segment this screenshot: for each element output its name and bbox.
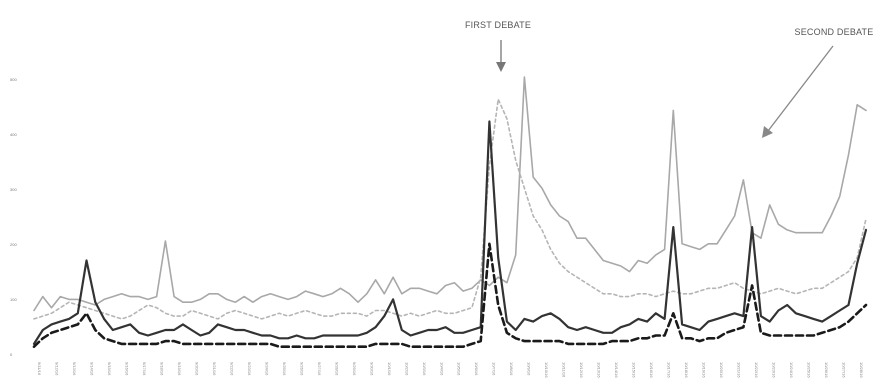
annotation-layer: FIRST DEBATE SECOND DEBATE — [465, 20, 874, 138]
x-tick-label: 9/22/16 — [229, 362, 234, 376]
x-tick-label: 10/19/16 — [702, 362, 707, 378]
x-tick-label: 9/19/16 — [177, 362, 182, 376]
x-tick-label: 10/16/16 — [649, 362, 654, 378]
second-debate-arrow-head — [762, 126, 773, 138]
x-tick-label: 9/11/16 — [37, 362, 42, 376]
x-tick-label: 9/15/16 — [107, 362, 112, 376]
x-tick-label: 10/7/16 — [492, 362, 497, 376]
x-tick-label: 10/8/16 — [509, 362, 514, 376]
second-debate-label: SECOND DEBATE — [795, 27, 874, 37]
x-tick-label: 9/25/16 — [282, 362, 287, 376]
x-tick-label: 9/30/16 — [369, 362, 374, 376]
series-layer — [32, 76, 868, 348]
x-tick-label: 10/28/16 — [859, 362, 864, 378]
x-tick-label: 10/23/16 — [772, 362, 777, 378]
x-tick-label: 10/26/16 — [824, 362, 829, 378]
y-tick-label: 300 — [10, 187, 17, 192]
second-debate-arrow-shaft — [767, 45, 834, 132]
series-line-4-dashed-dark — [32, 242, 868, 348]
series-line-3-solid-dark — [32, 120, 868, 345]
x-tick-label: 10/5/16 — [457, 362, 462, 376]
x-tick-label: 10/15/16 — [632, 362, 637, 378]
x-tick-label: 9/23/16 — [247, 362, 252, 376]
x-tick-label: 9/28/16 — [334, 362, 339, 376]
x-tick-label: 9/20/16 — [194, 362, 199, 376]
x-tick-label: 10/2/16 — [404, 362, 409, 376]
x-tick-label: 10/20/16 — [719, 362, 724, 378]
x-tick-label: 9/29/16 — [352, 362, 357, 376]
x-tick-label: 10/22/16 — [754, 362, 759, 378]
x-tick-label: 10/6/16 — [474, 362, 479, 376]
y-tick-label: 0 — [10, 352, 13, 357]
x-tick-label: 9/24/16 — [264, 362, 269, 376]
x-tick-label: 9/16/16 — [124, 362, 129, 376]
first-debate-arrow-head — [496, 62, 506, 72]
x-tick-label: 10/24/16 — [789, 362, 794, 378]
x-tick-label: 10/12/16 — [579, 362, 584, 378]
x-tick-label: 10/25/16 — [807, 362, 812, 378]
x-tick-label: 10/3/16 — [422, 362, 427, 376]
x-tick-label: 9/26/16 — [299, 362, 304, 376]
x-tick-label: 10/17/16 — [667, 362, 672, 378]
x-tick-label: 9/27/16 — [317, 362, 322, 376]
y-tick-label: 500 — [10, 77, 17, 82]
y-axis: 0 100 200 300 400 500 — [10, 77, 17, 357]
x-tick-label: 10/4/16 — [439, 362, 444, 376]
y-tick-label: 200 — [10, 242, 17, 247]
x-tick-label: 9/21/16 — [212, 362, 217, 376]
x-tick-label: 10/18/16 — [684, 362, 689, 378]
x-tick-label: 10/9/16 — [527, 362, 532, 376]
x-tick-label: 10/27/16 — [842, 362, 847, 378]
x-tick-label: 10/1/16 — [387, 362, 392, 376]
series-line-1-solid-light — [33, 76, 867, 312]
x-tick-label: 9/13/16 — [72, 362, 77, 376]
x-tick-label: 10/21/16 — [737, 362, 742, 378]
x-tick-label: 10/13/16 — [597, 362, 602, 378]
x-tick-label: 9/17/16 — [142, 362, 147, 376]
x-tick-label: 10/11/16 — [562, 362, 567, 378]
series-line-2-dotted-light — [33, 98, 867, 320]
first-debate-label: FIRST DEBATE — [465, 20, 531, 30]
x-axis: 9/11/16 9/12/16 9/13/16 9/14/16 9/15/16 9/16/… — [37, 362, 864, 378]
x-tick-label: 9/18/16 — [159, 362, 164, 376]
x-tick-label: 9/14/16 — [89, 362, 94, 376]
x-tick-label: 10/10/16 — [544, 362, 549, 378]
x-tick-label: 9/12/16 — [54, 362, 59, 376]
y-tick-label: 100 — [10, 297, 17, 302]
y-tick-label: 400 — [10, 132, 17, 137]
x-tick-label: 10/14/16 — [614, 362, 619, 378]
